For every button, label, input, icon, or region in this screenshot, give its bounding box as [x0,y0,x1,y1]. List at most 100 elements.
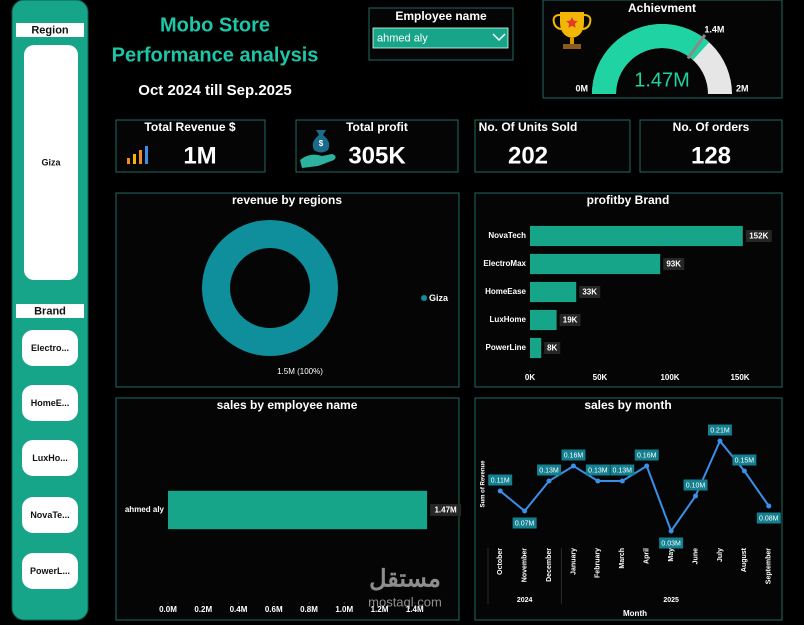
chart-title: sales by month [584,398,671,412]
brand-button[interactable] [22,497,78,533]
data-label-bg [537,464,562,476]
bar [168,490,428,530]
brand-item[interactable]: Electro... [31,343,69,353]
point [644,463,650,469]
y-tick-label: LuxHome [490,315,527,324]
x-tick-label: September [766,548,773,584]
gauge-target-label: 1.4M [704,24,724,34]
x-tick-label: April [644,548,651,564]
data-label: 0.15M [735,457,755,464]
filter-label: Employee name [395,9,487,23]
bar [530,225,743,247]
brand-button[interactable] [22,330,78,366]
dropdown-chevron[interactable] [492,33,506,42]
x-tick-label: 1.0M [335,605,353,614]
x-tick-label: 0.6M [265,605,283,614]
kpi-label: Total Revenue $ [144,120,235,134]
y-tick-label: ahmed aly [125,505,165,514]
data-label: 8K [547,344,557,353]
region-header [16,23,84,37]
point [570,463,576,469]
x-tick-label: July [717,548,724,562]
x-tick-label: 0.0M [159,605,177,614]
point [522,508,528,514]
data-label-bg [512,517,537,529]
chart-panel [474,192,783,388]
point [717,438,723,444]
x-tick-label: 1.2M [371,605,389,614]
brand-button[interactable] [22,385,78,421]
x-tick-label: 0.2M [194,605,212,614]
brand-item[interactable]: HomeE... [31,398,70,408]
brand-header [16,304,84,318]
brand-item[interactable]: NovaTe... [30,510,69,520]
y-tick-label: HomeEase [485,287,526,296]
x-tick-label: 0.8M [300,605,318,614]
dropdown-value[interactable]: ahmed aly [377,32,428,44]
line [499,439,770,534]
point [668,528,674,534]
x-tick-label: March [619,548,626,569]
legend-label: Giza [429,293,449,303]
profit-icon: $ [300,130,336,168]
x-tick-label: 0K [525,373,535,382]
kpi-value: 1M [183,142,216,169]
x-tick-label: February [595,548,602,578]
pie-slice [202,220,338,356]
data-label: 0.11M [491,477,510,484]
chart-title: revenue by regions [232,193,342,207]
year-label: 2024 [517,597,533,604]
kpi-value: 128 [691,142,731,169]
point [741,468,747,474]
brand-item[interactable]: PowerL... [30,566,70,576]
data-label-bg [488,474,513,486]
data-label: 0.16M [564,452,584,459]
gauge-value-label: 1.47M [634,69,690,91]
data-label: 0.07M [515,520,535,527]
bar [530,337,542,359]
x-tick-label: May [668,548,675,562]
brand-button[interactable] [22,553,78,589]
x-tick-label: 1.4M [406,605,424,614]
data-label-bg [745,230,772,242]
data-label-bg [707,424,732,436]
brand-item[interactable]: LuxHo... [32,453,68,463]
kpi-value: 305K [348,142,406,169]
svg-text:$: $ [319,139,324,148]
bar [530,309,557,331]
brand-button[interactable] [22,440,78,476]
gauge-tick-label: 2M [736,83,749,93]
year-label: 2025 [663,597,679,604]
title: Mobo Store [160,14,270,36]
kpi-value: 202 [508,142,548,169]
data-label-bg [634,449,659,461]
point [497,488,503,494]
point [693,493,699,499]
chart-panel [115,192,460,388]
data-label-bg [732,454,757,466]
x-tick-label: 0.4M [230,605,248,614]
data-label: 0.10M [686,482,706,489]
kpi-card [474,119,631,173]
brand-slicer: Electro... HomeE... LuxHo... NovaTe... Power… [22,330,78,589]
watermark: mostaql.com [368,594,442,609]
data-label: 0.13M [539,467,559,474]
data-label-bg [683,479,708,491]
point [766,503,772,509]
data-label-bg [663,258,685,270]
x-tick-label: June [692,548,699,564]
x-tick-label: 100K [660,373,679,382]
kpi-label: No. Of orders [673,120,750,134]
period: Oct 2024 till Sep.2025 [138,82,291,99]
data-label-bg [756,512,781,524]
region-item[interactable]: Giza [41,157,61,167]
region-slicer[interactable] [24,45,78,280]
dropdown[interactable] [372,27,509,49]
legend-swatch [421,295,427,301]
watermark: مستقل [369,565,441,592]
x-axis-title: Month [623,609,647,618]
region-title: Region [31,24,69,36]
x-tick-label: December [546,548,553,582]
data-label: 0.08M [759,515,779,522]
